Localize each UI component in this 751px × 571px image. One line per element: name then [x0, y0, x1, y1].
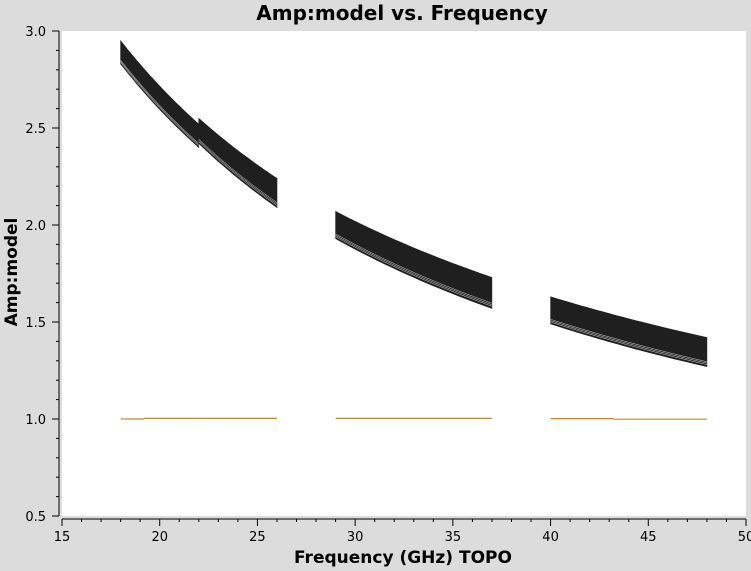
y-tick-label: 2.5	[25, 122, 46, 137]
x-tick-label: 40	[542, 530, 559, 545]
axes: 15 20 25 30 35 40 45 50 0.5 1.0 1.5 2.0 2.5 3.0	[25, 25, 751, 545]
band-strand	[550, 320, 707, 364]
y-tick-label: 1.0	[25, 413, 46, 428]
y-tick-label: 3.0	[25, 25, 46, 40]
band-segment	[335, 210, 493, 309]
band-segment	[550, 296, 708, 367]
band-strand	[198, 141, 278, 206]
y-tick-label: 2.0	[25, 219, 46, 234]
x-tick-label: 25	[249, 530, 266, 545]
band-strand	[550, 319, 707, 362]
y-tick-label: 0.5	[25, 510, 46, 525]
band-segment	[120, 39, 200, 149]
band-strand	[198, 139, 278, 203]
band-strand	[335, 233, 492, 304]
x-tick-label: 30	[347, 530, 364, 545]
y-tick-label: 1.5	[25, 316, 46, 331]
band-strand	[335, 235, 492, 305]
band-strand	[120, 62, 199, 146]
band-strand	[120, 59, 199, 144]
band-strand	[120, 61, 199, 145]
x-tick-label: 15	[54, 530, 71, 545]
x-tick-label: 20	[151, 530, 168, 545]
data-marks	[120, 39, 708, 420]
band-strand	[550, 321, 707, 365]
y-axis-label: Amp:model	[2, 218, 22, 327]
band-segment	[198, 117, 278, 209]
x-tick-label: 35	[445, 530, 462, 545]
x-tick-label: 45	[640, 530, 657, 545]
band-strand	[198, 140, 278, 205]
band-strand	[335, 236, 492, 307]
x-tick-label: 50	[738, 530, 751, 545]
chart-title: Amp:model vs. Frequency	[256, 1, 547, 25]
x-axis-label: Frequency (GHz) TOPO	[294, 548, 512, 567]
